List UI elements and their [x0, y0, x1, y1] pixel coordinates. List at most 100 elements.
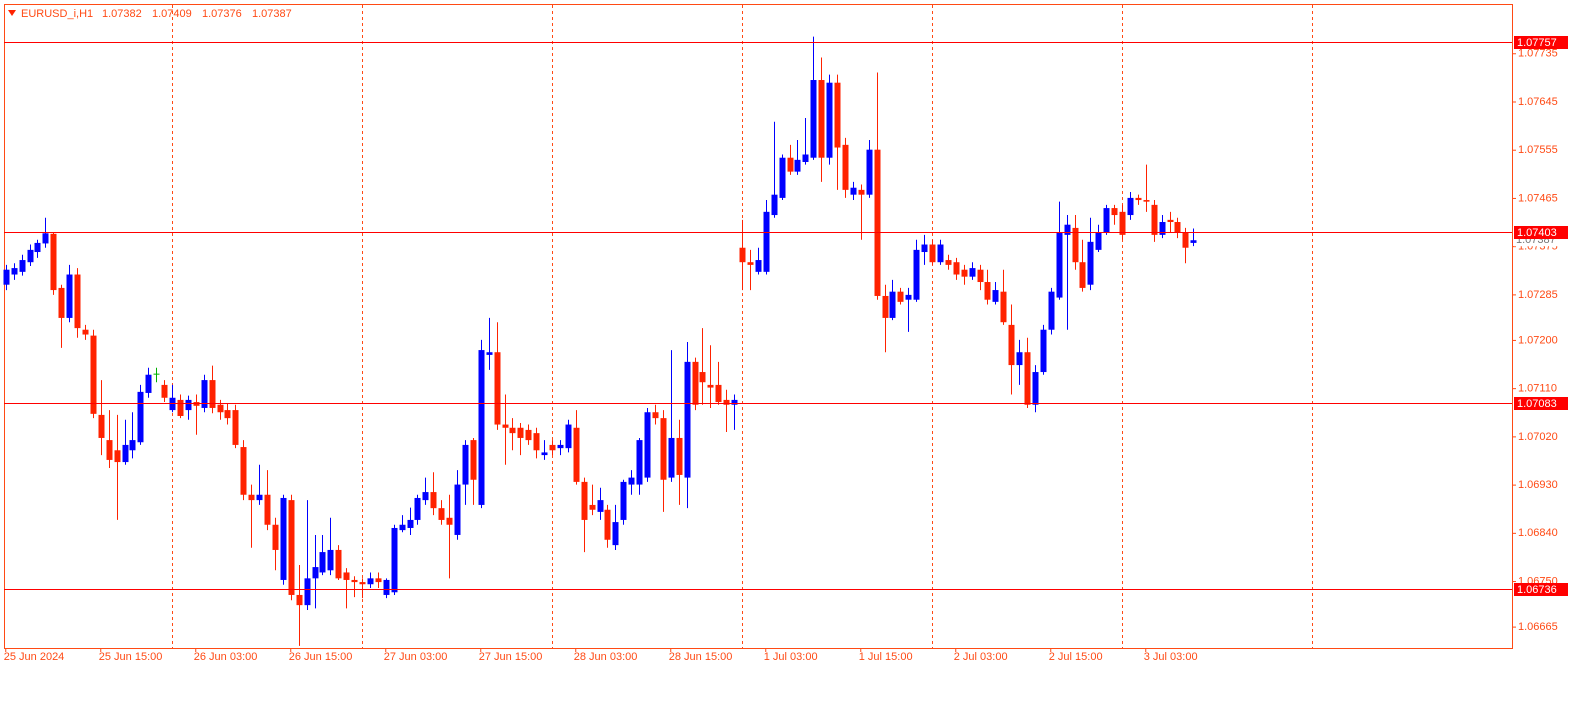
candle-body [1048, 291, 1055, 330]
candle-body [866, 149, 873, 195]
y-tick-label: 1.06665 [1518, 621, 1558, 633]
candle-body [779, 157, 786, 198]
x-tick-label: 25 Jun 15:00 [99, 651, 163, 663]
candle-body [1000, 291, 1007, 323]
candle-body [992, 290, 999, 302]
x-tick-label: 3 Jul 03:00 [1144, 651, 1198, 663]
candle-body [304, 578, 311, 606]
candle-body [897, 291, 904, 302]
y-tick-label: 1.07465 [1518, 192, 1558, 204]
level-label: 1.07083 [1517, 398, 1557, 410]
x-tick-label: 1 Jul 15:00 [859, 651, 913, 663]
candle-body [684, 361, 691, 478]
candle-body [509, 427, 516, 434]
candle-body [66, 274, 73, 318]
candle-body [620, 481, 627, 520]
candle-body [209, 380, 216, 408]
y-tick-label: 1.07200 [1518, 334, 1558, 346]
candle-body [82, 329, 89, 335]
candle-body [359, 582, 366, 585]
candle-body [882, 295, 889, 318]
header-low: 1.07376 [202, 8, 242, 20]
candle-body [383, 579, 390, 595]
candle-body [217, 404, 224, 413]
candle-body [327, 549, 334, 571]
candle-body [921, 244, 928, 253]
candle-body [1127, 197, 1134, 216]
candle-body [937, 244, 944, 263]
x-tick-label: 27 Jun 15:00 [479, 651, 543, 663]
candle-body [755, 260, 762, 272]
candle-body [335, 549, 342, 579]
candle-body [50, 233, 57, 291]
candle-body [248, 494, 255, 501]
candle-body [1143, 200, 1150, 202]
candle-body [129, 440, 136, 451]
candle-body [153, 373, 160, 375]
candle-body [1095, 232, 1102, 250]
y-tick-label: 1.07285 [1518, 289, 1558, 301]
candle-body [296, 594, 303, 606]
plot-frame [4, 4, 1513, 649]
candle-body [858, 189, 865, 195]
candle-body [312, 567, 319, 579]
level-label-box [1514, 583, 1568, 596]
candle-body [715, 384, 722, 403]
candle-body [842, 144, 849, 190]
x-tick-label: 28 Jun 03:00 [574, 651, 638, 663]
candle-body [612, 522, 619, 546]
candle-body [375, 578, 382, 583]
candle-body [597, 500, 604, 512]
candle-body [454, 484, 461, 535]
candle-body [502, 424, 509, 428]
y-tick-label: 1.07110 [1518, 383, 1557, 395]
candle-body [407, 519, 414, 528]
y-tick-label: 1.07020 [1518, 431, 1558, 443]
candle-body [161, 384, 168, 398]
candle-body [478, 350, 485, 505]
candle-body [660, 418, 667, 480]
level-label: 1.06736 [1517, 584, 1557, 596]
candle-body [747, 262, 754, 265]
candle-body [1182, 232, 1189, 248]
candle-body [1079, 262, 1086, 288]
candle-body [581, 481, 588, 520]
candle-body [969, 268, 976, 277]
candle-body [533, 433, 540, 451]
x-tick-label: 26 Jun 15:00 [289, 651, 353, 663]
candle-body [224, 410, 231, 419]
candle-body [240, 447, 247, 495]
candle-body [874, 149, 881, 296]
candle-body [90, 335, 97, 414]
candle-body [945, 260, 952, 265]
candle-body [834, 82, 841, 148]
y-tick-label: 1.06930 [1518, 479, 1558, 491]
candle-body [525, 429, 532, 441]
candle-body [34, 242, 41, 253]
candle-body [462, 444, 469, 485]
candle-body [984, 282, 991, 300]
candle-body [1103, 208, 1110, 233]
symbol-label: EURUSD_i,H1 [21, 8, 93, 20]
candle-body [1135, 197, 1142, 201]
candle-body [929, 244, 936, 263]
candle-body [319, 552, 326, 573]
candle-body [438, 508, 445, 520]
candle-body [3, 269, 10, 285]
candle-body [913, 249, 920, 300]
candle-body [1119, 211, 1126, 235]
candle-body [343, 572, 350, 580]
candle-body [201, 380, 208, 408]
collapse-icon[interactable] [8, 10, 16, 16]
candle-body [565, 424, 572, 449]
candle-body [1072, 227, 1079, 263]
candle-body [1151, 204, 1158, 235]
x-tick-label: 2 Jul 03:00 [954, 651, 1008, 663]
candle-body [961, 269, 968, 277]
x-tick-label: 1 Jul 03:00 [764, 651, 818, 663]
candle-body [351, 579, 358, 583]
level-label-box [1514, 36, 1568, 49]
candle-body [794, 159, 801, 172]
candle-body [264, 494, 271, 525]
